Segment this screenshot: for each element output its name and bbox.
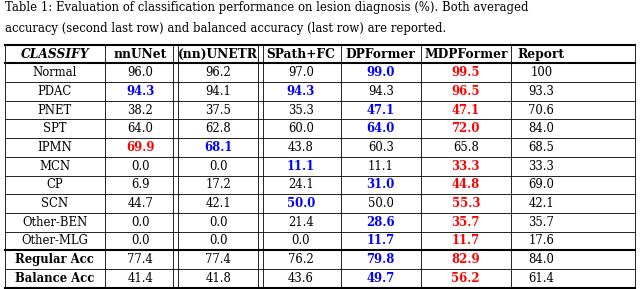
Text: PNET: PNET <box>38 104 72 117</box>
Text: Report: Report <box>518 48 565 61</box>
Text: 31.0: 31.0 <box>367 178 395 191</box>
Text: accuracy (second last row) and balanced accuracy (last row) are reported.: accuracy (second last row) and balanced … <box>5 22 446 35</box>
Text: Table 1: Evaluation of classification performance on lesion diagnosis (%). Both : Table 1: Evaluation of classification pe… <box>5 1 529 14</box>
Text: 49.7: 49.7 <box>367 272 395 285</box>
Text: 0.0: 0.0 <box>131 234 150 247</box>
Text: 44.7: 44.7 <box>127 197 153 210</box>
Text: 50.0: 50.0 <box>368 197 394 210</box>
Text: 42.1: 42.1 <box>205 197 231 210</box>
Text: 94.3: 94.3 <box>126 85 154 98</box>
Text: 62.8: 62.8 <box>205 122 231 135</box>
Text: Other-MLG: Other-MLG <box>21 234 88 247</box>
Text: 79.8: 79.8 <box>367 253 395 266</box>
Text: 100: 100 <box>531 66 552 79</box>
Text: 11.1: 11.1 <box>368 160 394 173</box>
Text: 93.3: 93.3 <box>529 85 554 98</box>
Text: 64.0: 64.0 <box>367 122 395 135</box>
Text: 50.0: 50.0 <box>287 197 315 210</box>
Text: 0.0: 0.0 <box>209 234 228 247</box>
Text: 33.3: 33.3 <box>452 160 480 173</box>
Text: 76.2: 76.2 <box>288 253 314 266</box>
Text: Balance Acc: Balance Acc <box>15 272 95 285</box>
Text: 68.5: 68.5 <box>529 141 554 154</box>
Text: Normal: Normal <box>33 66 77 79</box>
Text: 65.8: 65.8 <box>453 141 479 154</box>
Text: 94.3: 94.3 <box>287 85 315 98</box>
Text: 69.9: 69.9 <box>126 141 154 154</box>
Text: 77.4: 77.4 <box>205 253 231 266</box>
Text: 0.0: 0.0 <box>292 234 310 247</box>
Text: 56.2: 56.2 <box>451 272 480 285</box>
Text: MDPFormer: MDPFormer <box>424 48 508 61</box>
Text: 11.7: 11.7 <box>367 234 395 247</box>
Text: 6.9: 6.9 <box>131 178 150 191</box>
Text: 11.7: 11.7 <box>452 234 480 247</box>
Text: 41.4: 41.4 <box>127 272 153 285</box>
Text: 42.1: 42.1 <box>529 197 554 210</box>
Text: 60.3: 60.3 <box>368 141 394 154</box>
Text: (nn)UNETR: (nn)UNETR <box>179 48 259 61</box>
Text: 72.0: 72.0 <box>452 122 480 135</box>
Text: 64.0: 64.0 <box>127 122 153 135</box>
Text: CLASSIFY: CLASSIFY <box>20 48 89 61</box>
Text: 70.6: 70.6 <box>529 104 554 117</box>
Text: 24.1: 24.1 <box>288 178 314 191</box>
Text: 35.3: 35.3 <box>288 104 314 117</box>
Text: 99.5: 99.5 <box>452 66 480 79</box>
Text: 17.2: 17.2 <box>205 178 231 191</box>
Text: nnUNet: nnUNet <box>113 48 167 61</box>
Text: 61.4: 61.4 <box>529 272 554 285</box>
Text: 47.1: 47.1 <box>452 104 480 117</box>
Text: 0.0: 0.0 <box>131 160 150 173</box>
Text: DPFormer: DPFormer <box>346 48 416 61</box>
Text: IPMN: IPMN <box>38 141 72 154</box>
Text: 33.3: 33.3 <box>529 160 554 173</box>
Text: 38.2: 38.2 <box>127 104 153 117</box>
Text: 17.6: 17.6 <box>529 234 554 247</box>
Text: 0.0: 0.0 <box>209 160 228 173</box>
Text: 47.1: 47.1 <box>367 104 395 117</box>
Text: 0.0: 0.0 <box>131 216 150 229</box>
Text: SPath+FC: SPath+FC <box>266 48 335 61</box>
Text: 60.0: 60.0 <box>288 122 314 135</box>
Text: 44.8: 44.8 <box>452 178 480 191</box>
Text: Other-BEN: Other-BEN <box>22 216 88 229</box>
Text: 77.4: 77.4 <box>127 253 153 266</box>
Text: 55.3: 55.3 <box>452 197 480 210</box>
Text: 35.7: 35.7 <box>452 216 480 229</box>
Text: 94.1: 94.1 <box>205 85 231 98</box>
Text: SPT: SPT <box>43 122 67 135</box>
Text: CP: CP <box>47 178 63 191</box>
Text: 68.1: 68.1 <box>204 141 232 154</box>
Text: 96.0: 96.0 <box>127 66 153 79</box>
Text: 0.0: 0.0 <box>209 216 228 229</box>
Text: 35.7: 35.7 <box>529 216 554 229</box>
Text: 21.4: 21.4 <box>288 216 314 229</box>
Text: 82.9: 82.9 <box>451 253 480 266</box>
Text: MCN: MCN <box>39 160 70 173</box>
Text: 43.8: 43.8 <box>288 141 314 154</box>
Text: 37.5: 37.5 <box>205 104 231 117</box>
Text: 43.6: 43.6 <box>288 272 314 285</box>
Text: 28.6: 28.6 <box>367 216 395 229</box>
Text: 84.0: 84.0 <box>529 122 554 135</box>
Text: 41.8: 41.8 <box>205 272 231 285</box>
Text: 69.0: 69.0 <box>529 178 554 191</box>
Text: 97.0: 97.0 <box>288 66 314 79</box>
Text: 94.3: 94.3 <box>368 85 394 98</box>
Text: PDAC: PDAC <box>38 85 72 98</box>
Text: Regular Acc: Regular Acc <box>15 253 94 266</box>
Text: 11.1: 11.1 <box>287 160 315 173</box>
Text: 96.5: 96.5 <box>452 85 480 98</box>
Text: 96.2: 96.2 <box>205 66 231 79</box>
Text: 84.0: 84.0 <box>529 253 554 266</box>
Text: SCN: SCN <box>42 197 68 210</box>
Text: 99.0: 99.0 <box>367 66 395 79</box>
